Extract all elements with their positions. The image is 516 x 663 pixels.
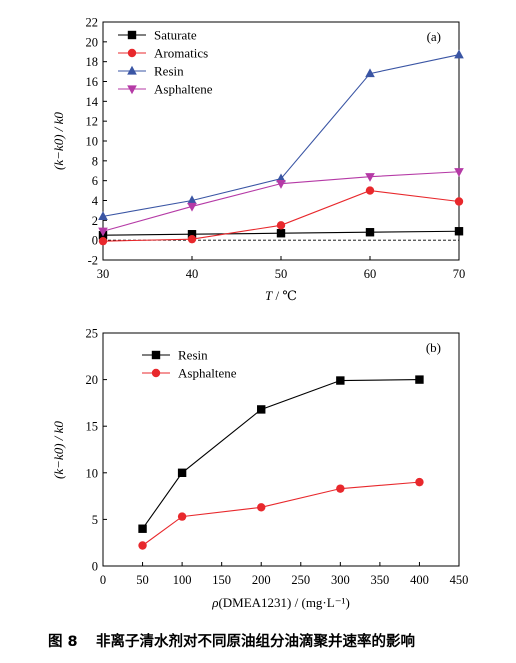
legend-label: Resin	[178, 348, 208, 363]
panel-label: (a)	[427, 29, 441, 44]
y-tick-label: 10	[86, 135, 99, 149]
x-tick-label: 200	[252, 573, 271, 587]
data-point	[177, 468, 187, 477]
x-tick-label: 30	[97, 267, 110, 281]
data-point	[454, 227, 464, 236]
y-axis-label: (k−k0) / k0	[51, 112, 66, 170]
data-point	[365, 173, 375, 182]
data-point	[257, 405, 266, 414]
data-point	[276, 180, 286, 189]
x-tick-label: 70	[453, 267, 466, 281]
legend-marker	[151, 350, 161, 360]
chart-panel-a: 30 40 50 60 70 -2 0 2 4 6 8 10 12 14 16 18 20 22 T / ℃ (k−k…	[51, 16, 465, 304]
y-tick-label: 12	[86, 115, 99, 129]
data-point	[98, 211, 108, 220]
series-line	[142, 379, 420, 530]
data-point	[257, 503, 266, 512]
x-axis-label-symbol: T	[265, 288, 273, 303]
x-axis-label: T / ℃	[265, 288, 297, 303]
legend-marker	[127, 48, 137, 58]
data-point	[365, 186, 375, 195]
x-tick-label: 50	[136, 573, 149, 587]
x-tick-label: 50	[275, 267, 288, 281]
caption-label: 图 8	[48, 633, 78, 650]
data-point	[454, 49, 464, 59]
legend-label: Resin	[154, 64, 184, 79]
chart-panel-b: 0 50 100 150 200 250 300 350 400 450 0 5 10 15 20 25 ρ(D…	[51, 327, 468, 611]
x-tick-label: 300	[331, 573, 350, 587]
y-tick-label: 4	[92, 194, 99, 208]
data-point	[336, 376, 345, 385]
x-tick-label: 150	[212, 573, 231, 587]
y-tick-label: 5	[92, 513, 98, 527]
y-tick-label: 6	[92, 174, 98, 188]
data-point	[187, 202, 197, 212]
y-tick-label: 22	[86, 16, 99, 30]
x-tick-label: 450	[450, 573, 469, 587]
data-point	[365, 68, 375, 78]
legend-label: Aromatics	[154, 46, 208, 61]
x-tick-label: 100	[173, 573, 192, 587]
x-tick-label: 60	[364, 267, 377, 281]
y-tick-label: 18	[86, 55, 99, 69]
data-point	[336, 484, 345, 493]
data-point	[415, 375, 424, 384]
y-tick-label: 14	[86, 95, 99, 109]
data-point	[276, 229, 286, 238]
x-axis-label-unit: / ℃	[272, 288, 297, 303]
data-point	[454, 197, 464, 206]
y-tick-label: -2	[88, 254, 98, 268]
series-aromatics	[98, 186, 464, 246]
series-asphaltene	[98, 168, 464, 237]
x-axis-label-symbol: ρ	[211, 595, 218, 610]
x-tick-label: 40	[186, 267, 199, 281]
legend-marker	[127, 30, 137, 40]
x-tick-label: 250	[291, 573, 310, 587]
caption-text: 非离子清水剂对不同原油组分油滴聚并速率的影响	[96, 632, 415, 650]
y-tick-label: 2	[92, 214, 98, 228]
y-tick-label: 20	[86, 373, 99, 387]
y-tick-label: 15	[86, 420, 99, 434]
data-point	[187, 234, 197, 244]
x-axis-label-unit: (DMEA1231) / (mg·L⁻¹)	[218, 595, 349, 610]
y-tick-label: 20	[86, 35, 99, 49]
data-point	[98, 236, 108, 246]
data-point	[138, 524, 147, 533]
y-tick-label: 8	[92, 154, 98, 168]
data-point	[98, 227, 108, 237]
legend-marker	[151, 368, 161, 378]
x-axis-label: ρ(DMEA1231) / (mg·L⁻¹)	[211, 595, 350, 610]
data-point	[187, 230, 197, 239]
data-point	[365, 228, 375, 237]
y-tick-label: 0	[92, 234, 98, 248]
legend-marker	[127, 85, 137, 95]
plot-frame	[102, 332, 460, 567]
legend-label: Saturate	[154, 28, 197, 43]
y-tick-label: 0	[92, 560, 98, 574]
y-tick-label: 10	[86, 466, 99, 480]
legend-label: Asphaltene	[178, 366, 237, 381]
x-tick-label: 350	[371, 573, 390, 587]
data-point	[177, 512, 187, 521]
legend-label: Asphaltene	[154, 82, 213, 97]
series-asphaltene	[138, 477, 424, 550]
data-point	[187, 195, 197, 205]
data-point	[276, 221, 286, 230]
series-resin	[138, 375, 424, 533]
data-point	[138, 541, 147, 550]
y-tick-label: 16	[86, 75, 99, 89]
y-axis-label: (k−k0) / k0	[51, 421, 66, 479]
data-point	[415, 477, 424, 487]
series-line	[102, 54, 460, 217]
x-tick-label: 0	[100, 573, 106, 587]
x-tick-label: 400	[410, 573, 429, 587]
panel-label: (b)	[426, 340, 441, 355]
legend-marker	[127, 65, 137, 75]
data-point	[454, 168, 464, 177]
y-tick-label: 25	[86, 327, 99, 341]
